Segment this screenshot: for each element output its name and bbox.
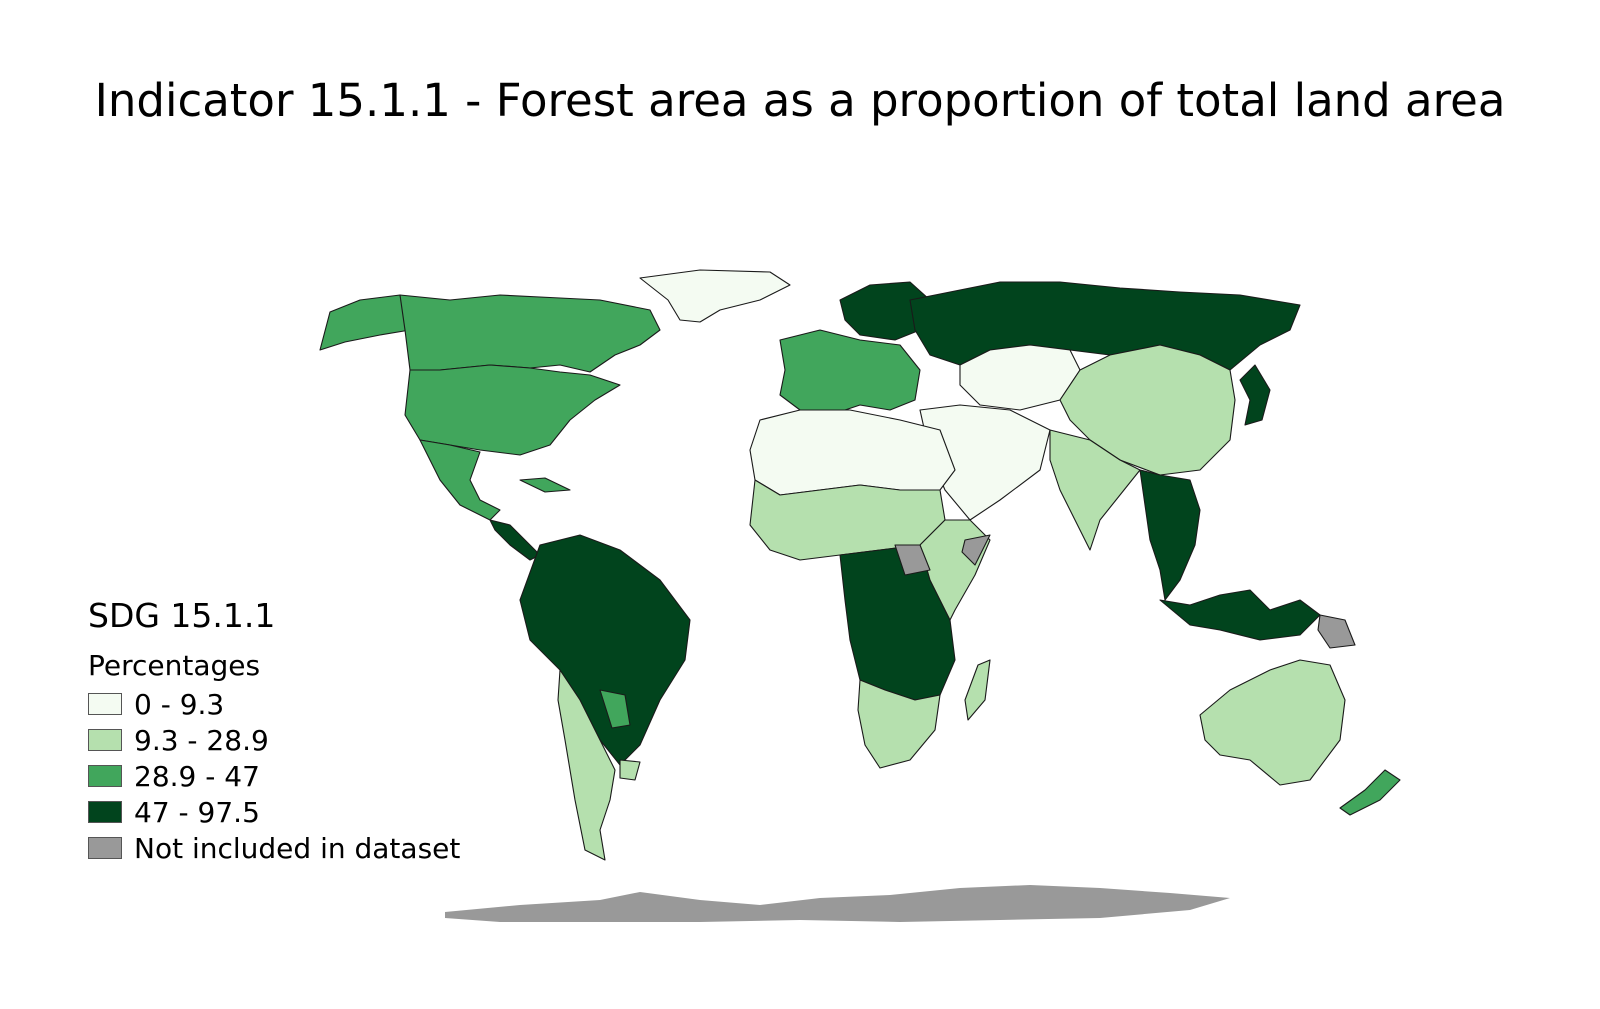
map-region-madagascar (964, 659, 991, 721)
legend-swatch (88, 837, 122, 859)
map-region-united-states (404, 364, 621, 456)
legend-subtitle: Percentages (88, 649, 261, 682)
map-region-cuba (519, 477, 571, 493)
map-region-papua-new-guinea (1317, 614, 1356, 649)
legend-item: Not included in dataset (88, 830, 460, 866)
map-region-paraguay (599, 689, 631, 729)
map-region-brazil-amazon (519, 534, 691, 766)
map-title: Indicator 15.1.1 - Forest area as a prop… (94, 74, 1506, 127)
map-region-southeast-asia (1139, 469, 1201, 601)
legend-label: 0 - 9.3 (134, 687, 225, 721)
legend-item: 47 - 97.5 (88, 794, 460, 830)
map-legend: SDG 15.1.1 Percentages 0 - 9.3 9.3 - 28.… (88, 596, 460, 866)
map-region-iceland-uk-west-europe (779, 329, 921, 416)
legend-item: 0 - 9.3 (88, 686, 460, 722)
map-region-south-sudan (894, 544, 931, 576)
map-region-greenland (639, 269, 791, 323)
legend-label: 9.3 - 28.9 (134, 723, 269, 757)
legend-swatch (88, 765, 122, 787)
map-region-japan (1239, 364, 1271, 426)
legend-swatch (88, 693, 122, 715)
legend-label: Not included in dataset (134, 831, 461, 865)
map-region-central-america (489, 519, 541, 561)
map-region-new-zealand (1339, 769, 1401, 816)
map-region-russia (909, 281, 1301, 371)
map-region-southern-africa (857, 679, 941, 769)
map-region-india (1049, 429, 1141, 551)
map-region-alaska (319, 294, 411, 351)
map-region-andes (557, 669, 616, 861)
legend-title: SDG 15.1.1 (88, 596, 276, 635)
map-region-indonesia (1159, 589, 1321, 641)
map-region-somalia (961, 534, 991, 566)
legend-swatch (88, 801, 122, 823)
legend-item: 9.3 - 28.9 (88, 722, 460, 758)
map-region-australia (1199, 659, 1346, 786)
legend-label: 28.9 - 47 (134, 759, 260, 793)
legend-item: 28.9 - 47 (88, 758, 460, 794)
map-region-canada (399, 294, 661, 373)
map-region-uruguay (619, 759, 641, 781)
map-region-antarctica (445, 885, 1230, 922)
legend-label: 47 - 97.5 (134, 795, 260, 829)
legend-swatch (88, 729, 122, 751)
map-region-mexico (419, 439, 501, 521)
